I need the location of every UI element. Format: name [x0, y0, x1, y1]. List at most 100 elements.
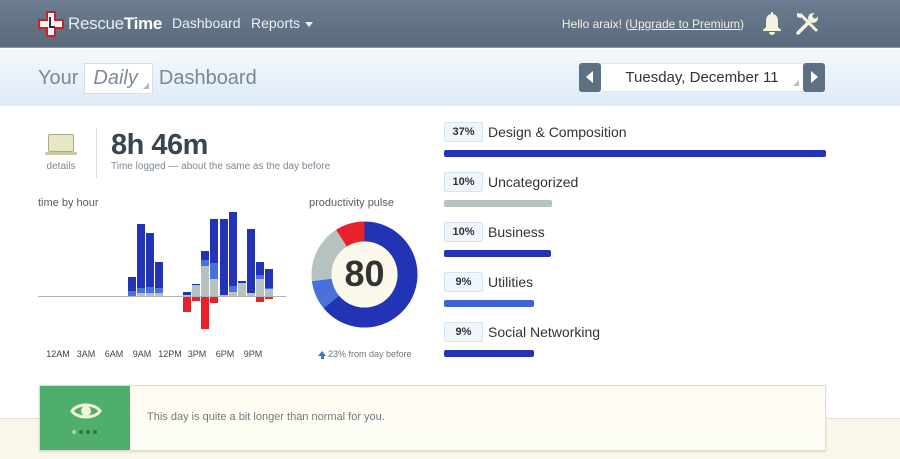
productivity-pulse-donut[interactable] [311, 221, 418, 328]
category-row[interactable]: 10% Business [444, 222, 551, 257]
category-percent: 10% [444, 222, 483, 242]
category-name[interactable]: Uncategorized [488, 174, 579, 190]
title-prefix: Your [38, 67, 79, 89]
category-percent: 37% [444, 122, 483, 142]
category-name[interactable]: Social Networking [488, 324, 601, 340]
upgrade-link[interactable]: Upgrade to Premium [629, 17, 740, 31]
hour-bar[interactable] [219, 212, 228, 332]
pager-dot[interactable] [93, 430, 97, 434]
bar-segment [201, 251, 210, 260]
bar-segment [219, 295, 228, 296]
bell-icon[interactable] [761, 12, 783, 36]
bar-segment [201, 260, 210, 266]
chart-baseline [38, 296, 286, 297]
hour-bar[interactable] [128, 212, 136, 332]
details-button[interactable]: details [38, 134, 84, 172]
category-row[interactable]: 37% Design & Composition [444, 122, 826, 157]
category-name[interactable]: Design & Composition [488, 124, 627, 140]
hour-bar[interactable] [210, 212, 219, 332]
bar-segment [237, 283, 246, 296]
hour-bar[interactable] [237, 212, 246, 332]
bar-segment [256, 279, 265, 296]
bar-segment-distracting [265, 297, 274, 299]
bar-segment [137, 293, 146, 296]
pulse-score: 80 [344, 253, 385, 294]
category-row[interactable]: 9% Social Networking [444, 322, 601, 357]
bar-segment [192, 284, 201, 285]
bar-segment [182, 295, 191, 296]
hour-bar[interactable] [246, 212, 255, 332]
rescuetime-logo[interactable]: RescueTime [38, 11, 162, 37]
alert-text: This day is quite a bit longer than norm… [147, 411, 385, 423]
pager-dot[interactable] [86, 430, 90, 434]
nav-dashboard[interactable]: Dashboard [172, 15, 241, 31]
hour-bar[interactable] [201, 212, 210, 332]
time-by-hour-chart[interactable] [38, 212, 288, 332]
insight-alert[interactable]: This day is quite a bit longer than norm… [39, 385, 826, 451]
alert-icon-panel [40, 386, 130, 450]
caret-down-icon [305, 21, 314, 27]
hour-bar[interactable] [137, 212, 146, 332]
date-picker[interactable]: Tuesday, December 11 [601, 63, 803, 92]
nav-reports[interactable]: Reports [251, 15, 314, 31]
pager-dot[interactable] [79, 430, 83, 434]
top-nav: RescueTime Dashboard Reports Hello araix… [0, 0, 900, 48]
hour-bar[interactable] [155, 212, 164, 332]
hour-tick-label: 9PM [243, 349, 263, 359]
hour-bar[interactable] [256, 212, 265, 332]
bar-segment [210, 219, 219, 263]
total-time: 8h 46m [111, 129, 208, 161]
category-row[interactable]: 9% Utilities [444, 272, 534, 307]
bar-segment [155, 262, 164, 288]
bar-segment-distracting [210, 297, 219, 303]
hour-bar[interactable] [265, 212, 274, 332]
category-bar [444, 250, 551, 257]
eye-icon [70, 403, 102, 419]
hour-axis: 12AM 3AM 6AM 9AM 12PM 3PM 6PM 9PM [38, 349, 278, 361]
greeting: Hello araix! (Upgrade to Premium) [561, 17, 744, 31]
period-value: Daily [93, 67, 138, 89]
hour-bar[interactable] [182, 212, 191, 332]
category-row[interactable]: 10% Uncategorized [444, 172, 579, 207]
pager-dot[interactable] [72, 430, 76, 434]
bar-segment-distracting [201, 297, 210, 329]
bar-segment [246, 293, 255, 296]
bar-segment-distracting [256, 297, 265, 302]
bar-segment [128, 291, 136, 296]
pulse-segment [336, 221, 365, 247]
hour-tick-label: 6PM [215, 349, 235, 359]
category-name[interactable]: Utilities [488, 274, 534, 290]
bar-segment [137, 288, 146, 293]
bar-segment [146, 233, 155, 287]
hour-bar[interactable] [165, 212, 173, 332]
tools-icon[interactable] [795, 11, 820, 36]
next-day-button[interactable] [803, 63, 825, 92]
hour-bar[interactable] [174, 212, 182, 332]
bar-segment [182, 292, 191, 295]
bar-segment [137, 224, 146, 288]
bar-segment [256, 262, 265, 275]
previous-day-button[interactable] [579, 63, 601, 92]
date-navigator: Tuesday, December 11 [579, 63, 825, 92]
category-bar [444, 150, 826, 157]
pulse-center [331, 241, 398, 308]
rescuetime-logo-icon [38, 11, 64, 37]
laptop-icon [45, 134, 77, 155]
bar-segment [237, 281, 246, 283]
bar-segment [210, 279, 219, 296]
bar-segment-distracting [192, 297, 201, 301]
hour-bar[interactable] [146, 212, 155, 332]
bar-segment [155, 288, 164, 293]
hour-tick-label: 12PM [158, 349, 182, 359]
period-select[interactable]: Daily [84, 63, 153, 94]
bar-segment [228, 286, 237, 292]
divider [96, 128, 97, 178]
category-percent: 10% [444, 172, 483, 192]
hour-tick-label: 12AM [46, 349, 70, 359]
hour-bar[interactable] [228, 212, 237, 332]
bar-segment [265, 289, 274, 296]
bar-segment [192, 285, 201, 296]
category-name[interactable]: Business [488, 224, 545, 240]
hour-bar[interactable] [192, 212, 201, 332]
bar-segment [265, 269, 274, 288]
